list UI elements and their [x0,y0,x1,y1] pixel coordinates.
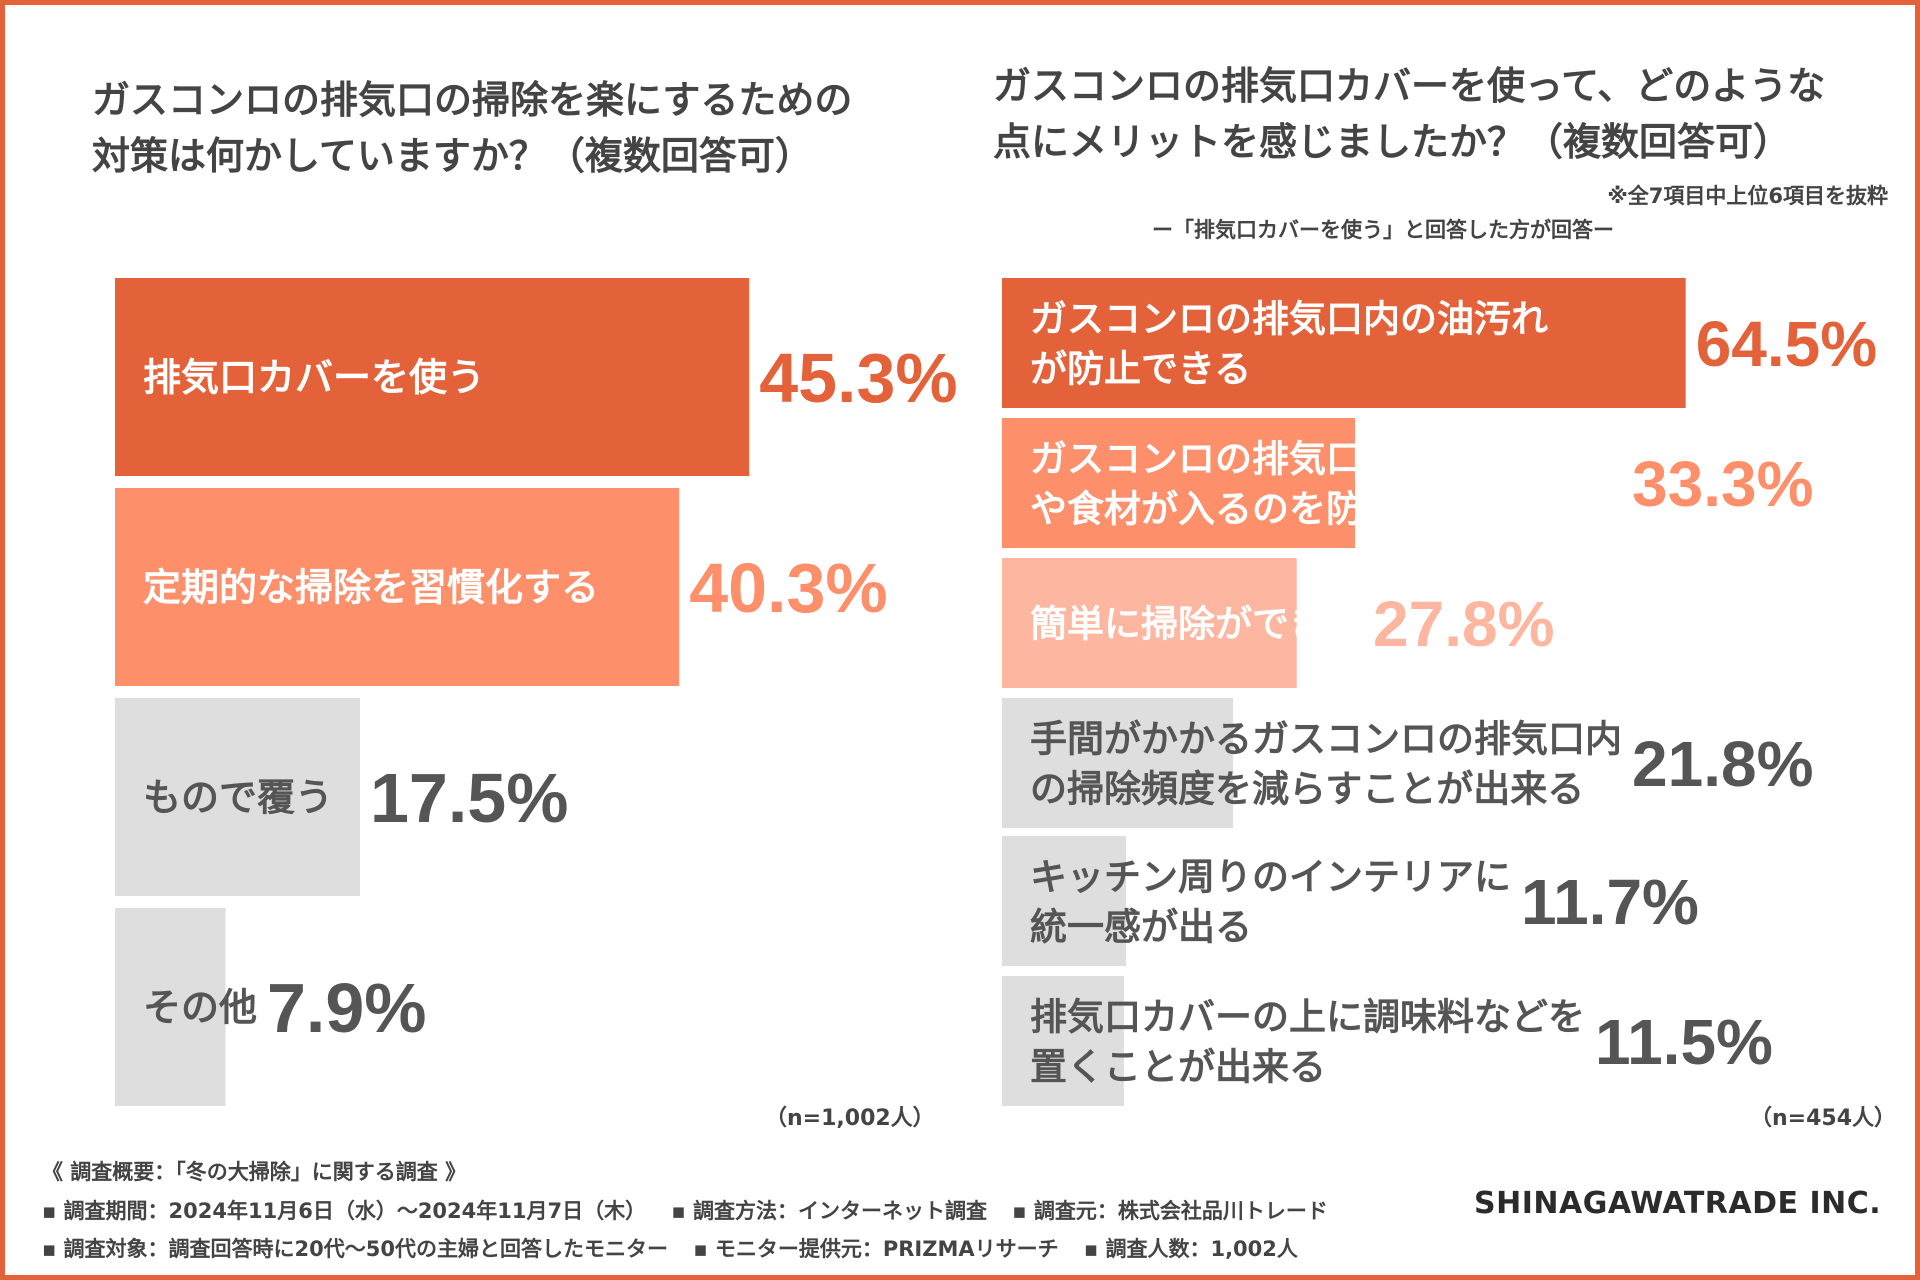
survey-line-2: ▪ 調査対象：調査回答時に20代〜50代の主婦と回答したモニター ▪ モニター提… [42,1233,1316,1263]
category-label: もので覆う [143,776,333,820]
value-label: 21.8% [1632,728,1813,800]
bar-right-5 [1002,836,1127,966]
value-label: 11.7% [1521,866,1699,938]
category-label: 手間がかかるガスコンロの排気口内 [1030,717,1622,760]
survey-count: ▪ 調査人数：1,002人 [1083,1237,1298,1261]
category-label: や食材が入るのを防止できる [1030,487,1510,530]
right-title-line-1: ガスコンロの排気口カバーを使って、どのような [993,64,1826,108]
category-label: 簡単に掃除ができる [1030,602,1362,645]
left-sample-size: （n=1,002人） [765,1106,935,1131]
bar-left-2 [115,488,680,686]
survey-heading: 《 調査概要：「冬の大掃除」に関する調査 》 [42,1160,467,1184]
category-label: その他 [143,986,257,1030]
category-label: 統一感が出る [1030,905,1252,948]
bar-right-2 [1002,418,1355,548]
survey-target: ▪ 調査対象：調査回答時に20代〜50代の主婦と回答したモニター [42,1237,668,1261]
bar-left-3 [115,698,360,896]
left-chart-title: ガスコンロの排気口の掃除を楽にするための 対策は何かしていますか？（複数回答可） [92,72,852,184]
category-label: の掃除頻度を減らすことが出来る [1030,767,1584,810]
right-chart-subtitle: ー「排気口カバーを使う」と回答した方が回答ー [1152,218,1614,242]
survey-source: ▪ 調査元：株式会社品川トレード [1012,1199,1328,1223]
bar-right-1 [1002,278,1686,408]
right-sample-size: （n=454人） [1750,1106,1897,1131]
bar-left-1 [115,278,750,476]
right-chart-title: ガスコンロの排気口カバーを使って、どのような 点にメリットを感じましたか？（複数… [993,58,1825,170]
value-label: 7.9% [267,969,427,1047]
right-chart-note: ※全7項目中上位6項目を抜粋 [1607,184,1888,208]
category-label: 定期的な掃除を習慣化する [143,566,599,610]
left-title-line-1: ガスコンロの排気口の掃除を楽にするための [92,78,853,122]
value-label: 64.5% [1696,308,1877,380]
value-label: 11.5% [1595,1006,1773,1078]
right-title-line-2: 点にメリットを感じましたか？（複数回答可） [993,120,1792,164]
company-logo-text: SHINAGAWATRADE INC. [1474,1186,1882,1221]
bar-right-4 [1002,698,1234,828]
value-label: 33.3% [1632,448,1813,520]
category-label: ガスコンロの排気口内に小さなゴミ [1030,437,1622,480]
survey-method: ▪ 調査方法：インターネット調査 [671,1199,987,1223]
category-label: 排気口カバーの上に調味料などを [1030,995,1585,1038]
survey-line-1: ▪ 調査期間：2024年11月6日（水）〜2024年11月7日（木） ▪ 調査方… [42,1195,1346,1225]
value-label: 17.5% [370,759,568,837]
category-label: 置くことが出来る [1030,1045,1326,1088]
bar-right-6 [1002,976,1124,1106]
category-label: キッチン周りのインテリアに [1030,855,1511,898]
bar-left-4 [115,908,226,1106]
left-title-line-2: 対策は何かしていますか？（複数回答可） [92,134,813,178]
category-label: が防止できる [1030,347,1251,390]
value-label: 45.3% [759,339,957,417]
survey-provider: ▪ モニター提供元：PRIZMAリサーチ [693,1237,1059,1261]
value-label: 40.3% [689,549,887,627]
category-label: ガスコンロの排気口内の油汚れ [1030,297,1548,340]
category-label: 排気口カバーを使う [143,356,485,400]
bar-right-3 [1002,558,1297,688]
survey-period: ▪ 調査期間：2024年11月6日（水）〜2024年11月7日（木） [42,1199,647,1223]
value-label: 27.8% [1373,588,1554,660]
